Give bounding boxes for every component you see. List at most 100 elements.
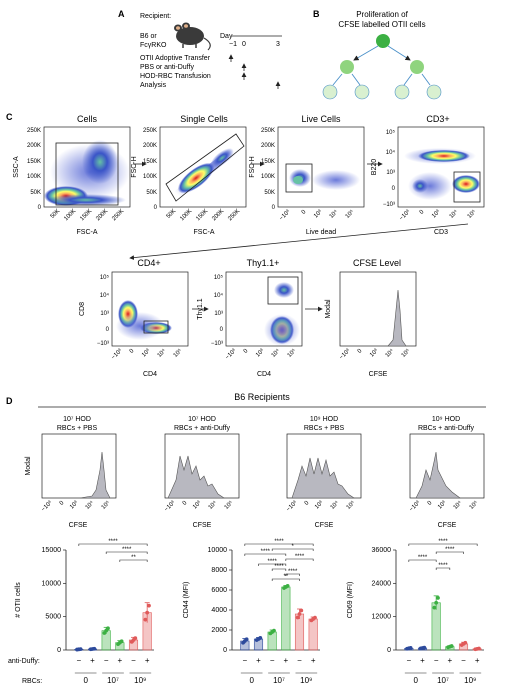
y-ticks: 10⁵ 10⁴ 10³ 0 −10³	[383, 129, 396, 208]
svg-text:10⁵: 10⁵	[466, 208, 478, 220]
svg-text:10⁴: 10⁴	[384, 347, 396, 359]
panelD-header: B6 Recipients	[234, 392, 290, 402]
panel-letter-a: A	[118, 9, 125, 19]
svg-text:50K: 50K	[50, 208, 62, 220]
y-tick-label: 24000	[372, 580, 392, 587]
significance-label: ****	[295, 554, 305, 560]
significance-bracket	[105, 551, 148, 554]
svg-text:−10³: −10³	[383, 202, 395, 208]
x-label: CD4	[257, 371, 271, 378]
significance-label: ****	[274, 539, 284, 545]
x-ticks: 50K 100K 150K 200K 250K	[50, 208, 126, 222]
gate	[267, 276, 299, 305]
anti-duffy-sign: −	[270, 656, 275, 665]
histogram-curve	[79, 451, 111, 499]
svg-text:10³: 10³	[214, 311, 223, 317]
density-cloud	[44, 140, 130, 206]
svg-text:10⁵: 10⁵	[286, 347, 298, 359]
data-point	[133, 636, 138, 641]
y-tick-label: 15000	[42, 547, 62, 554]
bar	[308, 618, 318, 651]
svg-text:10³: 10³	[192, 500, 202, 510]
y-tick-label: 8000	[211, 567, 227, 574]
anti-duffy-sign: +	[283, 656, 288, 665]
day-tick-2: 3	[276, 41, 280, 48]
data-point	[299, 608, 304, 613]
anti-duffy-sign: −	[104, 656, 109, 665]
rbc-group-label: 10⁷	[273, 676, 285, 685]
y-tick-label: 36000	[372, 547, 392, 554]
hist-title-1: 10⁹ HOD	[310, 416, 338, 423]
y-tick-label: 2000	[211, 627, 227, 634]
svg-text:−10³: −10³	[399, 209, 412, 222]
x-ticks: −10³ 0 10³ 10⁴ 10⁵	[399, 208, 478, 222]
svg-text:200K: 200K	[27, 143, 41, 149]
svg-text:50K: 50K	[30, 190, 41, 196]
svg-text:50K: 50K	[166, 208, 178, 220]
rbc-group-label: 10⁹	[464, 676, 476, 685]
x-label: CD4	[143, 371, 157, 378]
panelA-mouse-label-2: FcγRKO	[140, 42, 167, 49]
data-point	[106, 626, 110, 631]
anti-duffy-sign: −	[406, 656, 411, 665]
significance-label: ****	[445, 547, 455, 553]
x-ticks: −10³ 0 10³ 10⁴ 10⁵	[164, 499, 235, 513]
data-point	[258, 636, 263, 640]
x-ticks: −10³ 0 10³ 10⁴ 10⁵	[409, 499, 480, 513]
density-cloud	[404, 148, 480, 200]
panel-letter-c: C	[6, 112, 13, 122]
svg-text:10⁴: 10⁴	[214, 292, 224, 299]
hist-title-2: RBCs + PBS	[304, 425, 345, 432]
hist-x-label: CFSE	[193, 522, 212, 529]
significance-label: ****	[418, 555, 428, 561]
anti-duffy-sign: +	[447, 656, 452, 665]
panelA-step-3: HOD-RBC Transfusion	[140, 73, 211, 80]
svg-text:0: 0	[154, 205, 158, 211]
significance-label: ****	[274, 564, 284, 570]
svg-text:200K: 200K	[211, 208, 225, 222]
histogram-curve	[291, 457, 355, 499]
y-label: CD8	[79, 302, 86, 316]
x-ticks: −10³ 0 10³ 10⁴ 10⁵	[111, 347, 184, 361]
bar	[431, 602, 441, 651]
svg-text:0: 0	[182, 500, 189, 507]
significance-bracket	[408, 543, 478, 546]
svg-text:0: 0	[129, 348, 136, 355]
anti-duffy-sign: −	[242, 656, 247, 665]
panel-letter-b: B	[313, 9, 320, 19]
hist-x-label: CFSE	[438, 522, 457, 529]
svg-text:250K: 250K	[143, 128, 157, 134]
hist-x-label: CFSE	[69, 522, 88, 529]
svg-text:10⁴: 10⁴	[448, 208, 460, 220]
anti-duffy-sign: −	[76, 656, 81, 665]
y-axis-label: # OTII cells	[15, 582, 22, 618]
data-point	[119, 639, 124, 644]
anti-duffy-sign: +	[145, 656, 150, 665]
significance-label: **	[131, 555, 136, 561]
data-point	[432, 605, 437, 610]
significance-label: ****	[122, 547, 132, 553]
significance-bracket	[435, 567, 451, 570]
svg-text:−10³: −10³	[225, 348, 238, 361]
y-tick-label: 0	[387, 647, 391, 654]
data-point	[147, 603, 151, 608]
x-ticks: 50K 100K 150K 200K 250K	[166, 208, 242, 222]
data-point	[78, 647, 83, 651]
svg-text:200K: 200K	[261, 143, 275, 149]
density-cloud	[166, 140, 244, 204]
day-tick-1: 0	[242, 41, 246, 48]
plot-title: Single Cells	[180, 114, 228, 124]
gate	[55, 142, 119, 206]
panelB-title-1: Proliferation of	[356, 10, 408, 19]
y-label: FSC-H	[131, 156, 138, 177]
flow-plot-cd3: CD3+ CD3 B220 10⁵ 10⁴ 10³ 0 −10³ −10³ 0 …	[371, 114, 485, 236]
cfse-histogram-3: 10⁹ HOD RBCs + PBS CFSE −10³ 0 10³ 10⁴ 1…	[286, 416, 362, 529]
panelB-title-2: CFSE labelled OTII cells	[338, 20, 425, 29]
svg-text:10⁵: 10⁵	[345, 499, 357, 511]
data-point	[297, 612, 302, 616]
svg-text:10⁴: 10⁴	[100, 292, 110, 299]
significance-label: ****	[438, 539, 448, 545]
flow-plot-cd4: CD4+ CD4 CD8 10⁵ 10⁴ 10³ 0 −10³ −10³ 0 1…	[79, 258, 189, 378]
rbc-group-label: 10⁷	[107, 676, 119, 685]
